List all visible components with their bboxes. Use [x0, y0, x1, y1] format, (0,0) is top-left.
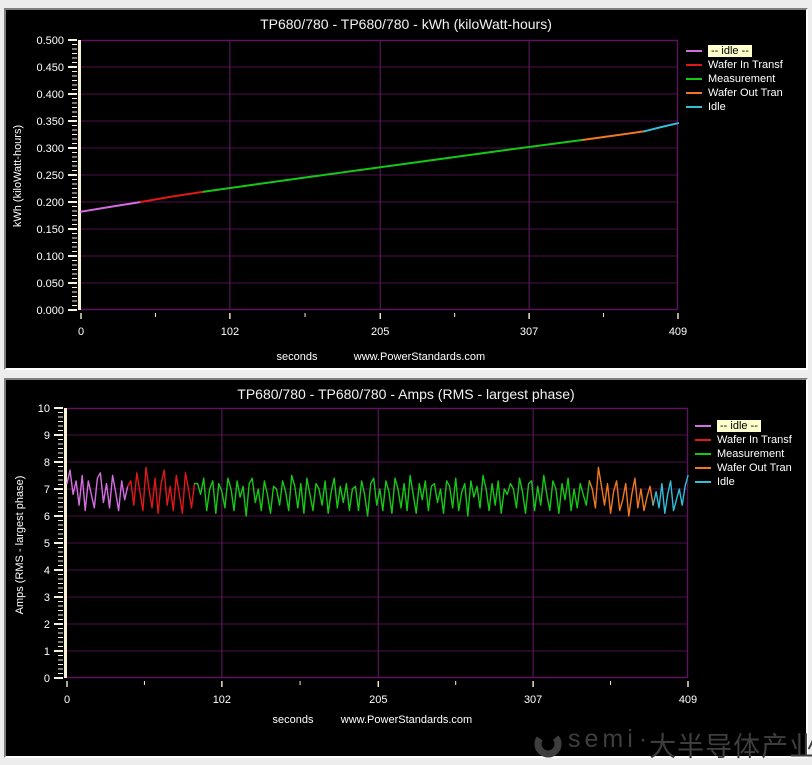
x-tick-label: 0 — [64, 694, 70, 706]
watermark: semi · 大半导体产业网 — [533, 725, 812, 765]
kwh-legend: -- idle -- Wafer In Transf Measurement Wafe… — [686, 44, 804, 114]
series-line — [128, 467, 195, 513]
legend-item: Idle — [695, 475, 812, 489]
series-line — [81, 202, 141, 212]
y-tick-label: 0.000 — [36, 305, 64, 317]
screenshot-root: { "style": { "background": "#000000", "g… — [0, 0, 812, 752]
y-ticks: 0 1 2 3 4 5 6 7 8 9 10 — [38, 403, 63, 685]
kwh-plot: 0.0000.0500.1000.1500.2000.2500.3000.350… — [81, 40, 678, 310]
kwh-y-axis-label: kWh (kiloWatt-hours) — [12, 76, 28, 276]
amps-plot: 0123456789100102205307409 — [67, 408, 688, 678]
legend-swatch — [686, 106, 702, 108]
legend-item: Wafer Out Tran — [695, 461, 812, 475]
y-tick-label: 4 — [44, 565, 50, 577]
kwh-chart-title: TP680/780 - TP680/780 - kWh (kiloWatt-ho… — [6, 16, 806, 32]
y-tick-label: 2 — [44, 619, 50, 631]
legend-label: -- idle -- — [708, 45, 752, 57]
series-line — [644, 123, 678, 131]
legend-swatch — [686, 92, 702, 94]
legend-swatch — [695, 467, 711, 469]
y-tick-label: 0 — [44, 673, 50, 685]
legend-swatch — [686, 78, 702, 80]
series-line — [653, 476, 688, 514]
y-tick-label: 7 — [44, 484, 50, 496]
gridlines — [67, 408, 688, 678]
legend-label: Wafer Out Tran — [717, 462, 792, 474]
legend-item: Measurement — [686, 72, 804, 86]
legend-label: Wafer In Transf — [717, 434, 792, 446]
legend-swatch — [686, 50, 702, 52]
y-tick-label: 3 — [44, 592, 50, 604]
amps-y-axis-label: Amps (RMS - largest phase) — [14, 445, 30, 645]
legend-label: -- idle -- — [717, 420, 761, 432]
series-line — [141, 192, 204, 202]
amps-chart-panel: TP680/780 - TP680/780 - Amps (RMS - larg… — [4, 378, 808, 758]
y-tick-label: 0.050 — [36, 278, 64, 290]
legend-swatch — [686, 64, 702, 66]
x-tick-label: 409 — [669, 326, 687, 338]
kwh-brand-text: www.PowerStandards.com — [332, 351, 507, 363]
amps-legend: -- idle -- Wafer In Transf Measurement Wafe… — [695, 419, 812, 489]
legend-item: Wafer In Transf — [686, 58, 804, 72]
legend-swatch — [695, 453, 711, 455]
legend-item: -- idle -- — [686, 44, 804, 58]
y-tick-label: 0.300 — [36, 143, 64, 155]
y-ticks: 0.000 0.050 0.100 0.150 0.200 0.250 0.300 0.350… — [36, 35, 77, 317]
y-tick-label: 5 — [44, 538, 50, 550]
amps-brand-text: www.PowerStandards.com — [319, 714, 494, 726]
x-tick-label: 307 — [520, 326, 538, 338]
series-line — [67, 470, 128, 511]
y-tick-label: 8 — [44, 457, 50, 469]
legend-item: Wafer Out Tran — [686, 86, 804, 100]
legend-label: Measurement — [717, 448, 784, 460]
y-tick-label: 10 — [38, 403, 50, 415]
amps-chart-title: TP680/780 - TP680/780 - Amps (RMS - larg… — [6, 386, 806, 402]
kwh-chart-panel: TP680/780 - TP680/780 - kWh (kiloWatt-ho… — [4, 8, 808, 370]
y-axis-line — [78, 40, 81, 310]
legend-swatch — [695, 425, 711, 427]
x-tick-label: 205 — [371, 326, 389, 338]
gridlines — [81, 40, 678, 310]
y-axis-line — [64, 408, 67, 678]
y-tick-label: 0.350 — [36, 116, 64, 128]
x-tick-label: 409 — [679, 694, 697, 706]
legend-label: Measurement — [708, 73, 775, 85]
watermark-latin: semi — [568, 725, 637, 754]
y-tick-label: 0.500 — [36, 35, 64, 47]
legend-item: Measurement — [695, 447, 812, 461]
series-line — [195, 476, 590, 517]
y-tick-label: 1 — [44, 646, 50, 658]
legend-item: -- idle -- — [695, 419, 812, 433]
legend-label: Wafer In Transf — [708, 59, 783, 71]
x-tick-label: 0 — [78, 326, 84, 338]
y-tick-label: 0.400 — [36, 89, 64, 101]
legend-label: Wafer Out Tran — [708, 87, 783, 99]
semi-logo-icon — [533, 729, 563, 759]
x-tick-label: 102 — [213, 694, 231, 706]
legend-label: Idle — [717, 476, 735, 488]
y-tick-label: 0.250 — [36, 170, 64, 182]
y-tick-label: 6 — [44, 511, 50, 523]
watermark-separator: · — [639, 725, 647, 754]
y-tick-label: 0.100 — [36, 251, 64, 263]
series-line — [583, 131, 644, 140]
y-tick-label: 0.150 — [36, 224, 64, 236]
x-tick-label: 307 — [524, 694, 542, 706]
legend-swatch — [695, 481, 711, 483]
series-line — [589, 467, 653, 516]
x-ticks: 0 102 205 307 409 — [78, 313, 687, 338]
legend-item: Wafer In Transf — [695, 433, 812, 447]
y-tick-label: 0.200 — [36, 197, 64, 209]
legend-label: Idle — [708, 101, 726, 113]
y-tick-label: 9 — [44, 430, 50, 442]
watermark-chinese: 大半导体产业网 — [649, 725, 812, 764]
legend-swatch — [695, 439, 711, 441]
legend-item: Idle — [686, 100, 804, 114]
x-tick-label: 205 — [369, 694, 387, 706]
y-tick-label: 0.450 — [36, 62, 64, 74]
x-ticks: 0 102 205 307 409 — [64, 681, 697, 706]
x-tick-label: 102 — [221, 326, 239, 338]
